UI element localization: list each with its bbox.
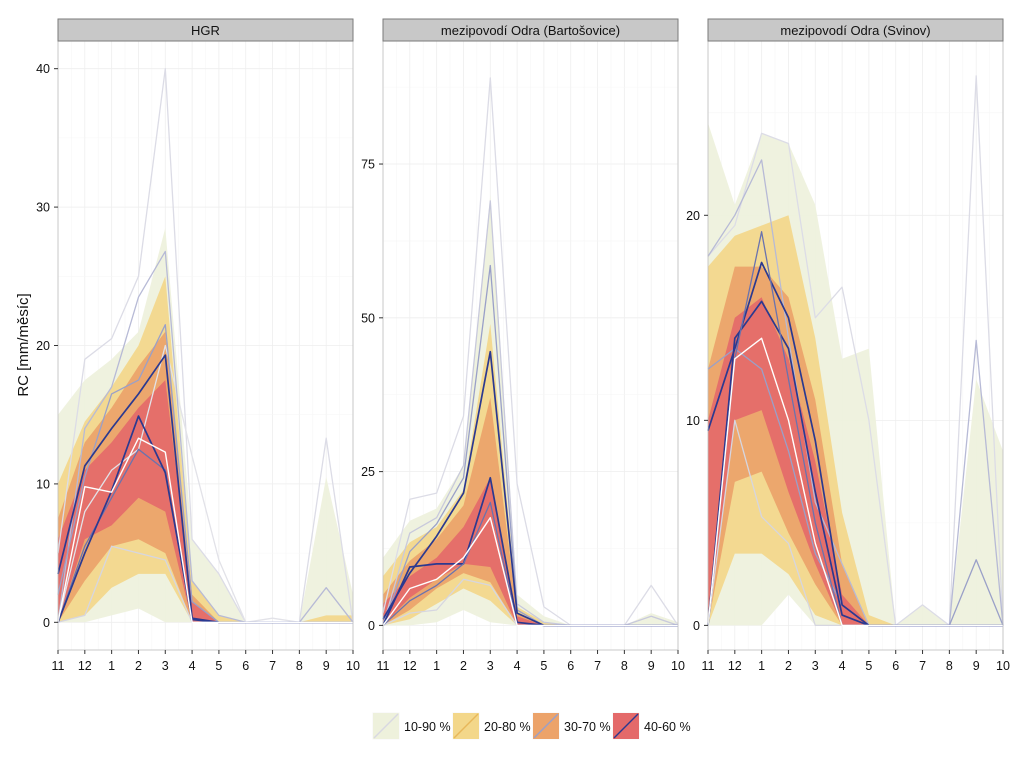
- x-tick-label: 12: [78, 659, 92, 673]
- x-tick-label: 11: [702, 659, 715, 673]
- y-tick-label: 40: [36, 62, 50, 76]
- x-tick-label: 4: [839, 659, 846, 673]
- legend-label: 20-80 %: [484, 720, 531, 734]
- x-tick-label: 2: [135, 659, 142, 673]
- x-tick-label: 3: [162, 659, 169, 673]
- legend-item: 20-80 %: [451, 711, 531, 741]
- series-line: [707, 75, 1004, 627]
- y-tick-label: 50: [361, 311, 375, 325]
- band-30-70: [58, 331, 353, 623]
- x-tick-label: 12: [403, 659, 417, 673]
- y-axis-label: RC [mm/měsíc]: [15, 293, 32, 396]
- facet-strip: [382, 18, 679, 42]
- x-tick-label: 9: [973, 659, 980, 673]
- x-tick-label: 6: [892, 659, 899, 673]
- y-tick-label: 30: [36, 201, 50, 215]
- x-tick-label: 11: [377, 659, 390, 673]
- y-tick-label: 25: [361, 465, 375, 479]
- legend-key-line: [533, 713, 559, 739]
- x-tick-label: 1: [758, 659, 765, 673]
- x-tick-label: 8: [296, 659, 303, 673]
- x-tick-label: 10: [671, 659, 685, 673]
- legend-label: 30-70 %: [564, 720, 611, 734]
- x-tick-label: 6: [242, 659, 249, 673]
- legend-item: 40-60 %: [611, 711, 691, 741]
- x-tick-label: 5: [540, 659, 547, 673]
- facet-strip: [57, 18, 354, 42]
- y-tick-label: 20: [36, 339, 50, 353]
- legend-item: 10-90 %: [371, 711, 451, 741]
- facet-strip: [707, 18, 1004, 42]
- series-line: [57, 68, 354, 623]
- legend-key-line: [453, 713, 479, 739]
- y-tick-label: 75: [361, 158, 375, 172]
- x-tick-label: 11: [52, 659, 65, 673]
- x-tick-label: 8: [946, 659, 953, 673]
- x-tick-label: 5: [865, 659, 872, 673]
- x-tick-label: 2: [460, 659, 467, 673]
- x-tick-label: 2: [785, 659, 792, 673]
- x-tick-label: 5: [215, 659, 222, 673]
- y-tick-label: 10: [686, 414, 700, 428]
- x-tick-label: 3: [812, 659, 819, 673]
- facet-title: mezipovodí Odra (Bartošovice): [441, 23, 620, 38]
- legend-key-line: [373, 713, 399, 739]
- y-tick-label: 0: [43, 616, 50, 630]
- facet-title: HGR: [191, 23, 220, 38]
- x-tick-label: 9: [323, 659, 330, 673]
- x-tick-label: 6: [567, 659, 574, 673]
- x-tick-label: 8: [621, 659, 628, 673]
- legend-key-line: [613, 713, 639, 739]
- y-tick-label: 0: [368, 619, 375, 633]
- x-tick-label: 10: [346, 659, 360, 673]
- x-tick-label: 7: [269, 659, 276, 673]
- series-line: [382, 517, 678, 627]
- x-tick-label: 4: [514, 659, 521, 673]
- x-tick-label: 7: [919, 659, 926, 673]
- series-line: [382, 77, 679, 627]
- y-tick-label: 0: [693, 619, 700, 633]
- x-tick-label: 7: [594, 659, 601, 673]
- series-line: [57, 250, 354, 623]
- x-tick-label: 1: [433, 659, 440, 673]
- y-tick-label: 10: [36, 477, 50, 491]
- x-tick-label: 4: [189, 659, 196, 673]
- legend-item: 30-70 %: [531, 711, 611, 741]
- series-line: [57, 437, 353, 623]
- x-tick-label: 1: [108, 659, 115, 673]
- series-line: [707, 337, 1003, 627]
- x-tick-label: 9: [648, 659, 655, 673]
- band-40-60: [58, 380, 353, 623]
- facet-title: mezipovodí Odra (Svinov): [780, 23, 930, 38]
- band-40-60: [383, 477, 678, 626]
- y-tick-label: 20: [686, 209, 700, 223]
- series-line: [707, 159, 1004, 627]
- x-tick-label: 3: [487, 659, 494, 673]
- legend: 10-90 % 20-80 % 30-70 % 40-60 %: [371, 711, 691, 741]
- band-40-60: [708, 297, 1003, 626]
- series-line: [382, 200, 679, 627]
- legend-label: 10-90 %: [404, 720, 451, 734]
- x-tick-label: 12: [728, 659, 742, 673]
- legend-label: 40-60 %: [644, 720, 691, 734]
- x-tick-label: 10: [996, 659, 1010, 673]
